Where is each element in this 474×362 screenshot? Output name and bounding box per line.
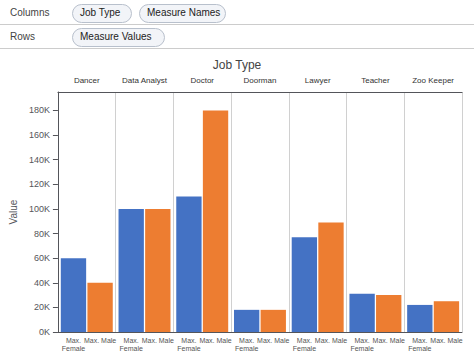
svg-text:Max. Male: Max. Male [315, 337, 347, 344]
svg-text:Doctor: Doctor [190, 76, 214, 85]
svg-text:120K: 120K [29, 179, 50, 189]
svg-text:Max.: Max. [355, 337, 370, 344]
svg-text:Max. Male: Max. Male [373, 337, 405, 344]
svg-text:Teacher: Teacher [361, 76, 390, 85]
svg-text:Dancer: Dancer [74, 76, 100, 85]
svg-text:Doorman: Doorman [244, 76, 277, 85]
svg-text:Female: Female [408, 345, 431, 352]
svg-text:Zoo Keeper: Zoo Keeper [412, 76, 454, 85]
svg-text:Max. Male: Max. Male [142, 337, 174, 344]
svg-text:Female: Female [350, 345, 373, 352]
svg-text:Job Type: Job Type [80, 7, 121, 18]
svg-text:Max. Male: Max. Male [84, 337, 116, 344]
svg-text:100K: 100K [29, 204, 50, 214]
svg-text:Max.: Max. [124, 337, 139, 344]
svg-text:60K: 60K [34, 253, 50, 263]
svg-text:Measure Values: Measure Values [80, 31, 152, 42]
svg-text:Job Type: Job Type [213, 58, 262, 72]
svg-text:Max.: Max. [412, 337, 427, 344]
svg-text:160K: 160K [29, 130, 50, 140]
svg-text:Max.: Max. [297, 337, 312, 344]
svg-text:Value: Value [8, 199, 19, 224]
svg-text:180K: 180K [29, 105, 50, 115]
svg-text:Max.: Max. [66, 337, 81, 344]
svg-text:Max. Male: Max. Male [257, 337, 289, 344]
svg-text:Female: Female [293, 345, 316, 352]
svg-text:Data Analyst: Data Analyst [122, 76, 168, 85]
svg-text:Max. Male: Max. Male [430, 337, 462, 344]
svg-text:Max.: Max. [239, 337, 254, 344]
svg-text:140K: 140K [29, 155, 50, 165]
svg-text:Lawyer: Lawyer [305, 76, 331, 85]
svg-text:Female: Female [235, 345, 258, 352]
svg-text:Female: Female [120, 345, 143, 352]
svg-text:0K: 0K [39, 327, 50, 337]
svg-text:Max.: Max. [181, 337, 196, 344]
svg-text:Female: Female [177, 345, 200, 352]
svg-text:80K: 80K [34, 229, 50, 239]
svg-text:Female: Female [62, 345, 85, 352]
svg-text:Rows: Rows [10, 31, 35, 42]
svg-text:20K: 20K [34, 302, 50, 312]
svg-text:40K: 40K [34, 278, 50, 288]
svg-text:Max. Male: Max. Male [199, 337, 231, 344]
svg-text:Columns: Columns [10, 7, 49, 18]
svg-text:Measure Names: Measure Names [147, 7, 220, 18]
